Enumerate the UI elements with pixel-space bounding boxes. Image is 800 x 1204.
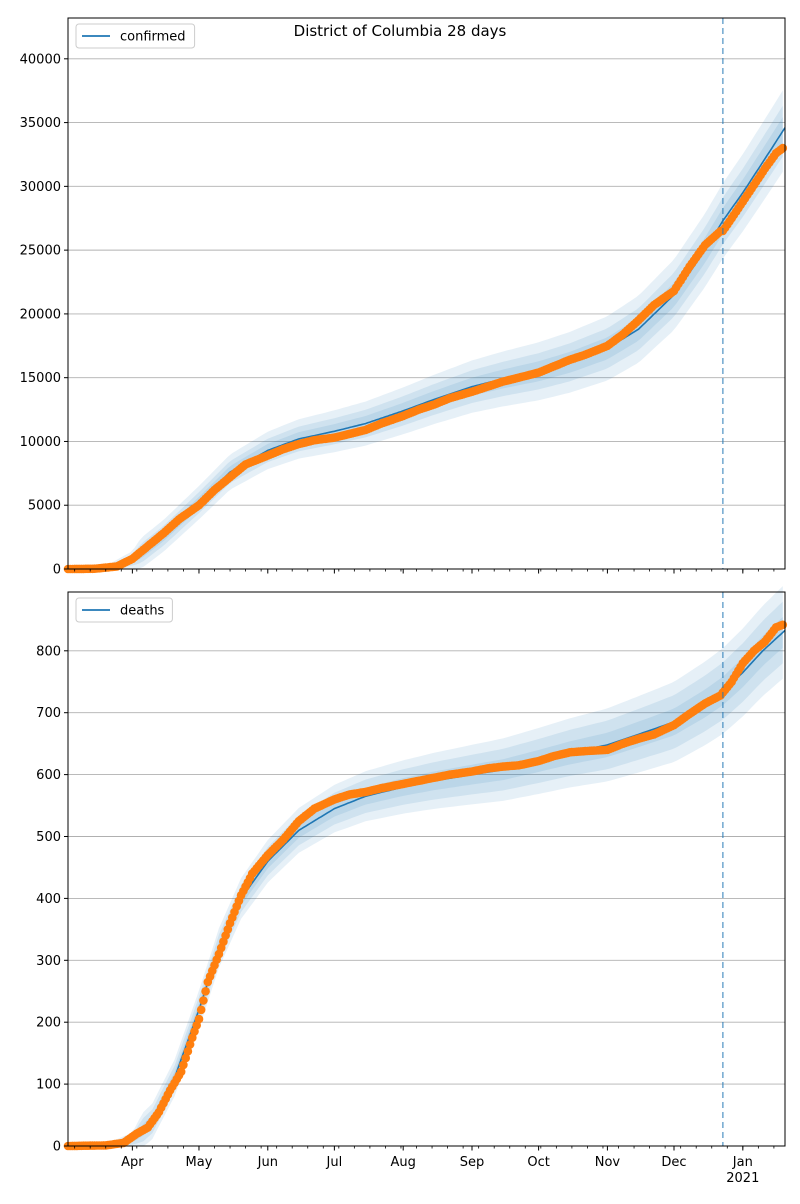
- x-tick-label: May: [186, 1155, 213, 1170]
- y-tick-label: 700: [36, 706, 61, 721]
- y-tick-label: 400: [36, 892, 61, 907]
- x-tick-label: Jun: [257, 1155, 278, 1170]
- x-tick-label: Aug: [390, 1155, 415, 1170]
- x-tick-year-label: 2021: [726, 1171, 759, 1186]
- panel-deaths: [63, 586, 788, 1151]
- y-tick-label: 500: [36, 830, 61, 845]
- observed-point: [183, 1047, 193, 1056]
- y-tick-label: 300: [36, 954, 61, 969]
- y-tick-label: 30000: [20, 180, 61, 195]
- legend-label: deaths: [120, 604, 165, 619]
- x-tick-label: Apr: [121, 1155, 144, 1170]
- observed-point: [199, 996, 208, 1005]
- uncertainty-band: [68, 586, 783, 1146]
- y-tick-label: 100: [36, 1078, 61, 1093]
- observed-point: [179, 1060, 188, 1070]
- panel-confirmed: [63, 17, 788, 574]
- y-tick-label: 800: [36, 644, 61, 659]
- observed-point: [196, 1005, 206, 1015]
- x-tick-label: Sep: [460, 1155, 485, 1170]
- observed-point: [194, 1014, 204, 1024]
- uncertainty-band: [68, 601, 783, 1146]
- uncertainty-band: [68, 117, 783, 569]
- y-tick-label: 0: [53, 563, 61, 578]
- y-tick-label: 20000: [20, 307, 61, 322]
- y-tick-label: 25000: [20, 244, 61, 259]
- x-tick-label: Nov: [595, 1155, 621, 1170]
- y-tick-label: 15000: [20, 371, 61, 386]
- legend-label: confirmed: [120, 30, 186, 45]
- observed-point: [181, 1053, 190, 1063]
- y-tick-label: 200: [36, 1016, 61, 1031]
- observed-point: [778, 620, 788, 630]
- y-tick-label: 10000: [20, 435, 61, 450]
- uncertainty-band: [68, 105, 783, 569]
- observed-point: [176, 1067, 186, 1076]
- uncertainty-band: [68, 90, 783, 570]
- y-tick-label: 0: [53, 1140, 61, 1155]
- axes-frame: [67, 17, 786, 570]
- observed-point: [201, 987, 210, 996]
- observed-point: [185, 1040, 195, 1049]
- x-tick-label: Dec: [661, 1155, 686, 1170]
- figure-title: District of Columbia 28 days: [293, 22, 507, 40]
- y-tick-label: 600: [36, 768, 61, 783]
- legend-box: [75, 597, 173, 623]
- x-tick-label: Jan: [732, 1155, 753, 1170]
- y-tick-label: 35000: [20, 116, 61, 131]
- axes-frame: [67, 591, 786, 1147]
- observed-point: [778, 143, 788, 153]
- y-tick-label: 40000: [20, 52, 61, 67]
- legend-box: [75, 23, 196, 49]
- x-tick-label: Oct: [527, 1155, 549, 1170]
- model-line: [67, 127, 786, 570]
- x-tick-label: Jul: [326, 1155, 343, 1170]
- y-tick-label: 5000: [28, 499, 61, 514]
